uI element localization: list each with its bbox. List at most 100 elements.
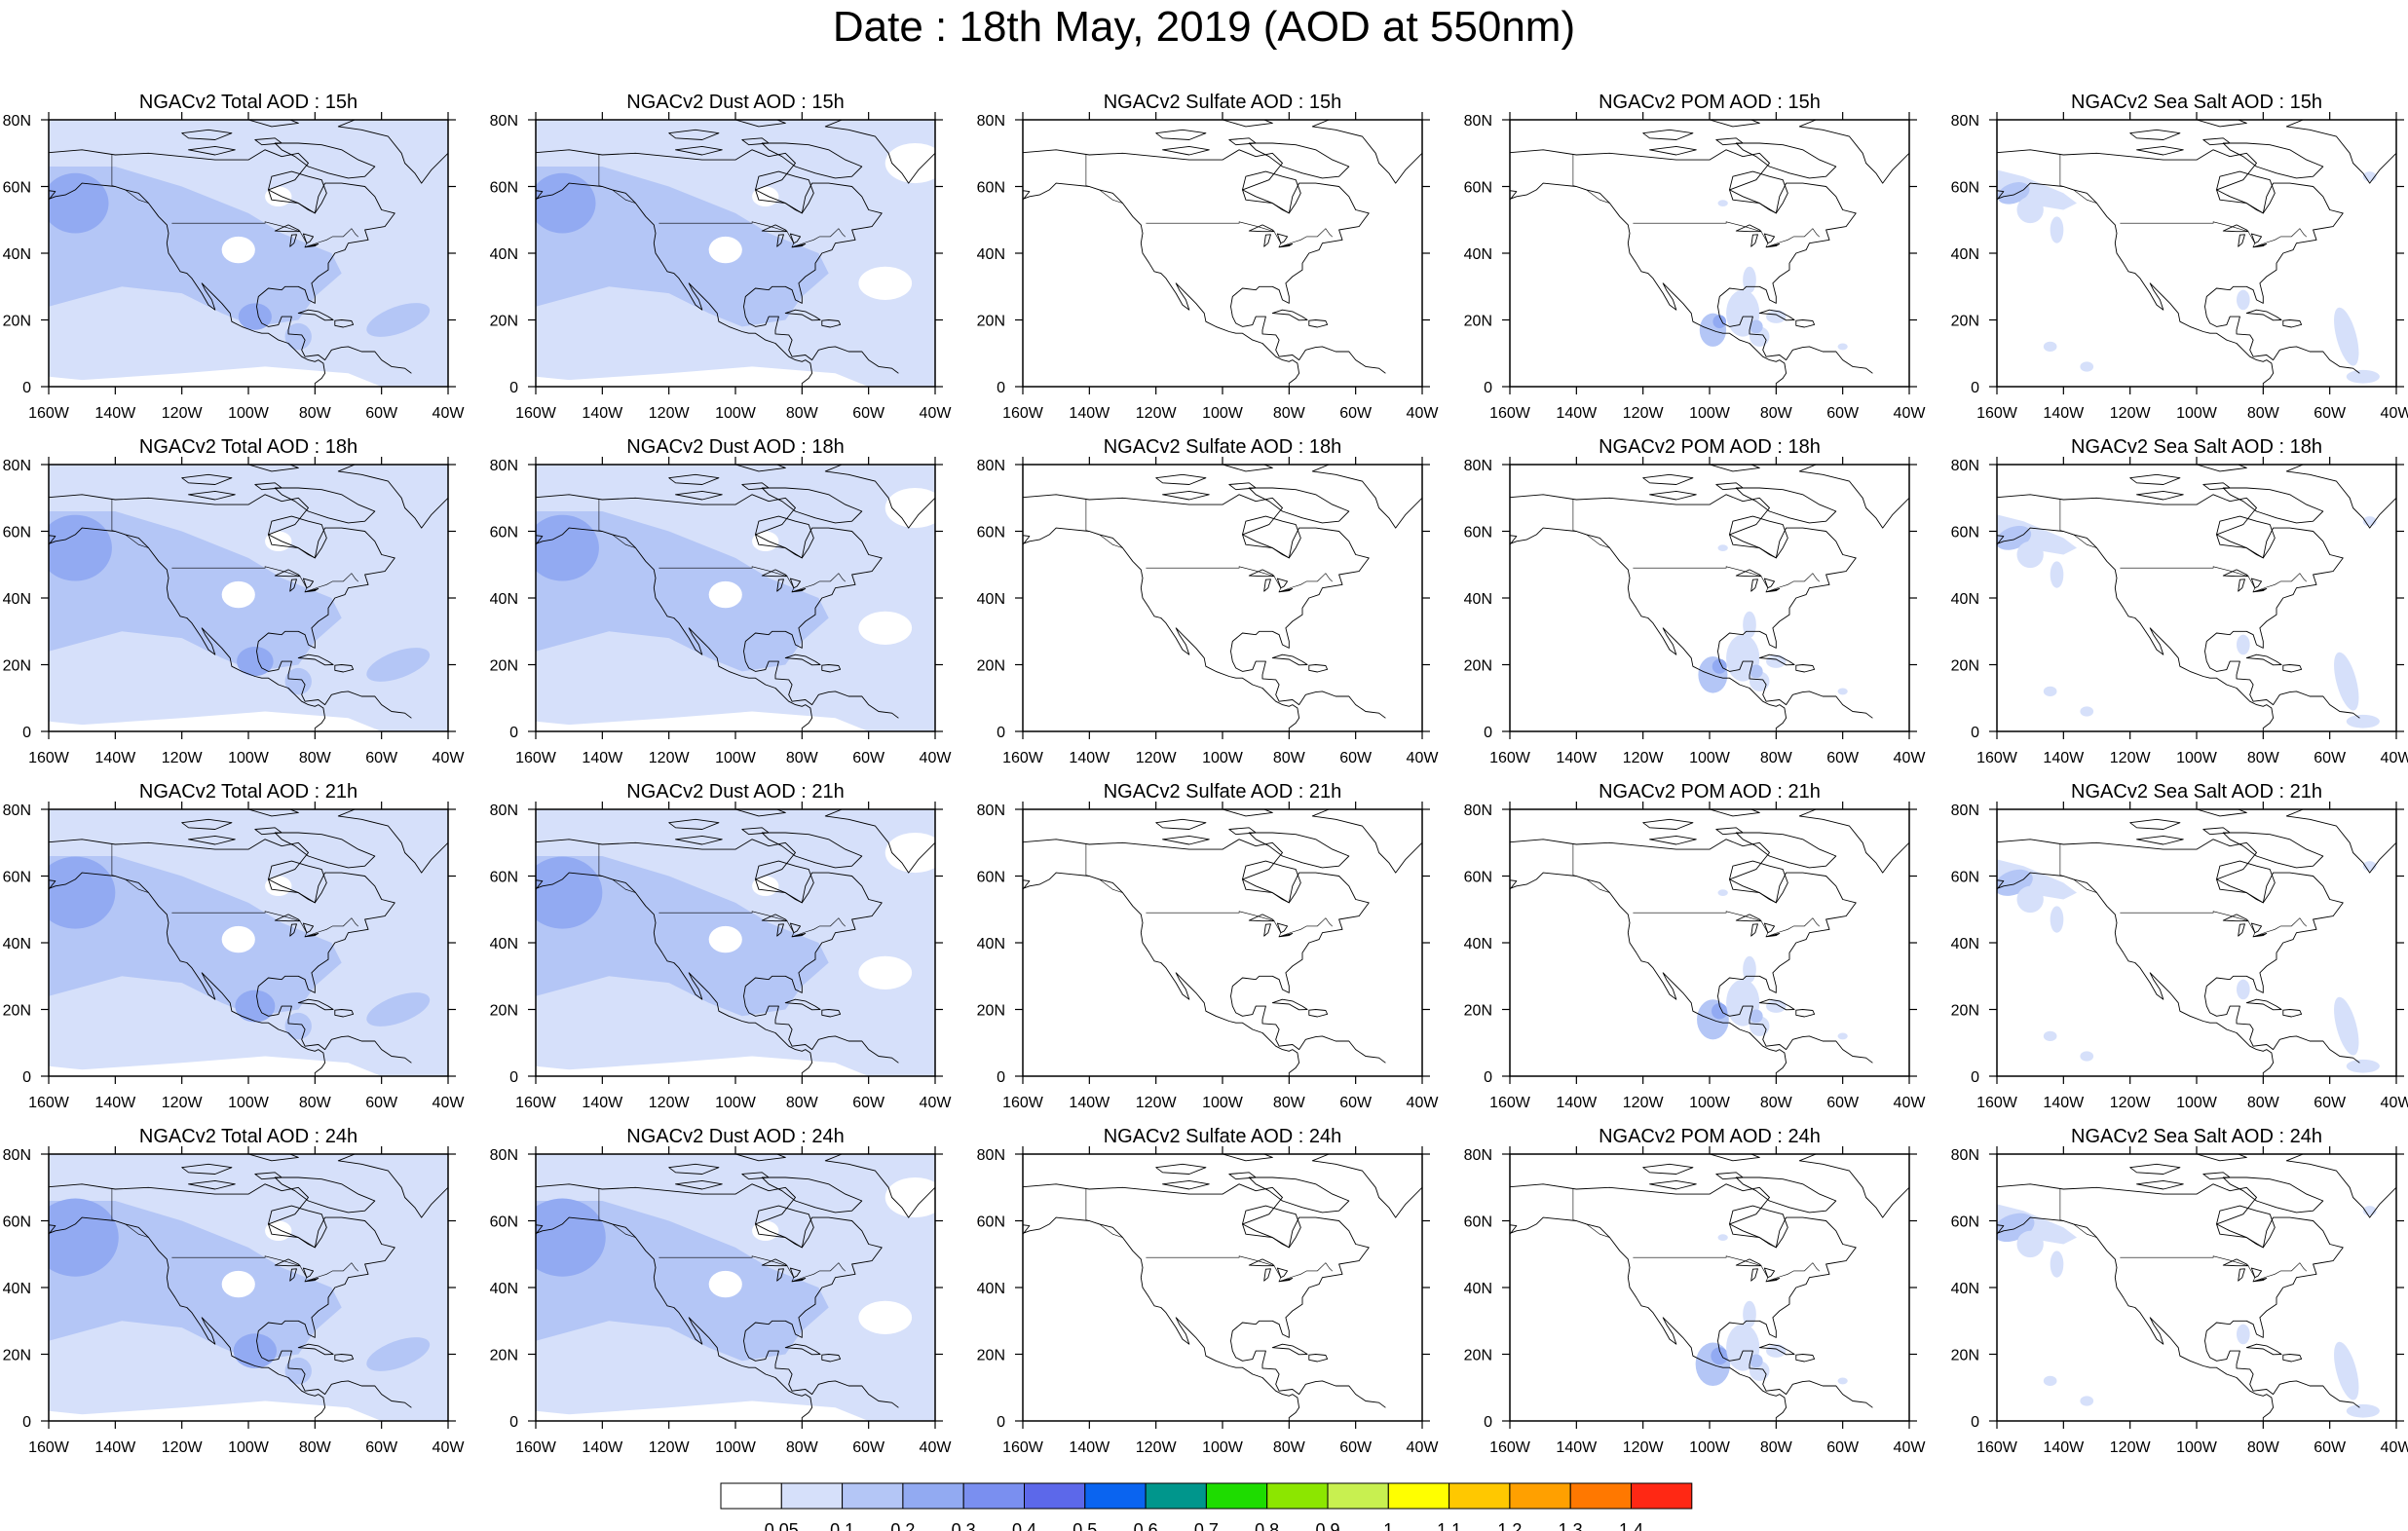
lat-tick-label: 40N — [1464, 591, 1492, 608]
lon-tick-label: 140W — [1069, 750, 1110, 766]
lat-tick-label: 40N — [1951, 936, 1979, 952]
lon-tick-label: 40W — [433, 1439, 466, 1456]
lon-tick-label: 40W — [920, 1095, 953, 1111]
lat-tick-label: 0 — [22, 1069, 31, 1086]
lon-tick-label: 100W — [715, 1439, 757, 1456]
lat-tick-label: 60N — [1951, 870, 1979, 886]
lat-tick-label: 20N — [3, 1003, 31, 1020]
lat-tick-label: 0 — [1971, 1414, 1979, 1431]
lon-tick-label: 120W — [1623, 750, 1665, 766]
map-panel-total-15h: NGACv2 Total AOD : 15h 160W 140W 120W 100W 80… — [3, 92, 466, 422]
lon-tick-label: 140W — [1556, 1439, 1598, 1456]
map-panel-sulfate-24h: NGACv2 Sulfate AOD : 24h 160W 140W 120W 100W… — [977, 1126, 1440, 1456]
lon-tick-label: 80W — [2247, 750, 2280, 766]
lat-tick-label: 0 — [1971, 380, 1979, 396]
lon-tick-label: 160W — [1002, 750, 1044, 766]
panel-title: NGACv2 POM AOD : 15h — [1599, 92, 1821, 113]
lat-tick-label: 80N — [1464, 1147, 1492, 1164]
lon-tick-label: 120W — [1623, 1095, 1665, 1111]
lon-tick-label: 80W — [1273, 750, 1306, 766]
lon-tick-label: 40W — [920, 405, 953, 422]
lon-tick-label: 140W — [94, 1439, 136, 1456]
lat-tick-label: 20N — [1951, 1348, 1979, 1364]
coastline — [536, 120, 935, 387]
aod-field — [49, 1154, 448, 1421]
lon-tick-label: 120W — [1136, 405, 1178, 422]
lon-tick-label: 120W — [162, 1439, 204, 1456]
lat-tick-label: 0 — [1484, 1069, 1492, 1086]
lat-tick-label: 60N — [490, 180, 518, 197]
lat-tick-label: 60N — [1464, 180, 1492, 197]
colorbar-swatch — [1084, 1482, 1147, 1510]
panel-title: NGACv2 POM AOD : 18h — [1599, 436, 1821, 458]
lat-tick-label: 0 — [509, 1414, 518, 1431]
aod-field — [1997, 169, 2380, 384]
lon-tick-label: 100W — [2176, 1439, 2218, 1456]
lat-tick-label: 20N — [977, 1003, 1005, 1020]
coastline — [49, 120, 448, 387]
aod-field — [536, 465, 935, 731]
map-panel-dust-15h: NGACv2 Dust AOD : 15h 160W 140W 120W 100W 80W… — [490, 92, 953, 422]
lat-tick-label: 60N — [3, 525, 31, 541]
lat-tick-label: 20N — [1464, 1003, 1492, 1020]
lat-tick-label: 0 — [509, 1069, 518, 1086]
lon-tick-label: 140W — [2043, 750, 2085, 766]
lat-tick-label: 60N — [490, 870, 518, 886]
lat-tick-label: 80N — [1951, 113, 1979, 130]
coastline — [1997, 1154, 2396, 1421]
lon-tick-label: 80W — [2247, 405, 2280, 422]
lat-tick-label: 60N — [977, 1214, 1005, 1231]
lat-tick-label: 20N — [490, 658, 518, 675]
lat-tick-label: 0 — [1971, 1069, 1979, 1086]
lon-tick-label: 60W — [365, 1095, 398, 1111]
lon-tick-label: 100W — [1202, 1095, 1244, 1111]
lon-tick-label: 140W — [1069, 405, 1110, 422]
lon-tick-label: 40W — [1407, 1095, 1440, 1111]
lon-tick-label: 60W — [1339, 1095, 1373, 1111]
coastline — [1510, 809, 1909, 1076]
lon-tick-label: 60W — [852, 750, 885, 766]
map-panel-pom-15h: NGACv2 POM AOD : 15h 160W 140W 120W 100W 80W 6… — [1464, 92, 1927, 422]
lat-tick-label: 40N — [490, 246, 518, 263]
colorbar-swatch — [1145, 1482, 1207, 1510]
lat-tick-label: 80N — [3, 1147, 31, 1164]
lon-tick-label: 160W — [515, 750, 557, 766]
lon-tick-label: 140W — [582, 750, 623, 766]
panel-title: NGACv2 Sea Salt AOD : 24h — [2071, 1126, 2322, 1147]
lon-tick-label: 120W — [2110, 405, 2152, 422]
lat-tick-label: 0 — [1484, 725, 1492, 741]
lon-tick-label: 160W — [1489, 1439, 1531, 1456]
lon-tick-label: 80W — [786, 1439, 819, 1456]
lon-tick-label: 140W — [1556, 405, 1598, 422]
aod-field — [536, 1154, 935, 1421]
colorbar-label: 0.5 — [1072, 1520, 1097, 1531]
lat-tick-label: 0 — [1484, 1414, 1492, 1431]
lon-tick-label: 40W — [433, 1095, 466, 1111]
lat-tick-label: 80N — [1951, 803, 1979, 819]
lat-tick-label: 20N — [1464, 314, 1492, 330]
panel-title: NGACv2 Sea Salt AOD : 21h — [2071, 781, 2322, 803]
lon-tick-label: 160W — [1976, 1439, 2018, 1456]
map-panel-pom-18h: NGACv2 POM AOD : 18h 160W 140W 120W 100W 80W 6… — [1464, 436, 1927, 766]
lat-tick-label: 0 — [509, 380, 518, 396]
lat-tick-label: 0 — [997, 1414, 1005, 1431]
lat-tick-label: 80N — [490, 458, 518, 474]
coastline — [536, 809, 935, 1076]
lon-tick-label: 60W — [1826, 1439, 1860, 1456]
lat-tick-label: 40N — [3, 1281, 31, 1297]
map-panel-dust-24h: NGACv2 Dust AOD : 24h 160W 140W 120W 100W 80W… — [490, 1126, 953, 1456]
lat-tick-label: 80N — [977, 458, 1005, 474]
lon-tick-label: 80W — [1273, 1095, 1306, 1111]
lon-tick-label: 40W — [1407, 1439, 1440, 1456]
coastline — [1510, 465, 1909, 731]
lat-tick-label: 40N — [1951, 591, 1979, 608]
coastline — [1997, 120, 2396, 387]
map-panel-seasalt-15h: NGACv2 Sea Salt AOD : 15h 160W 140W 120W 100… — [1951, 92, 2408, 422]
lon-tick-label: 140W — [2043, 1095, 2085, 1111]
lat-tick-label: 0 — [1971, 725, 1979, 741]
colorbar-label: 0.05 — [765, 1520, 799, 1531]
coastline — [1997, 465, 2396, 731]
lon-tick-label: 80W — [1273, 1439, 1306, 1456]
lat-tick-label: 60N — [1464, 870, 1492, 886]
lon-tick-label: 60W — [365, 405, 398, 422]
